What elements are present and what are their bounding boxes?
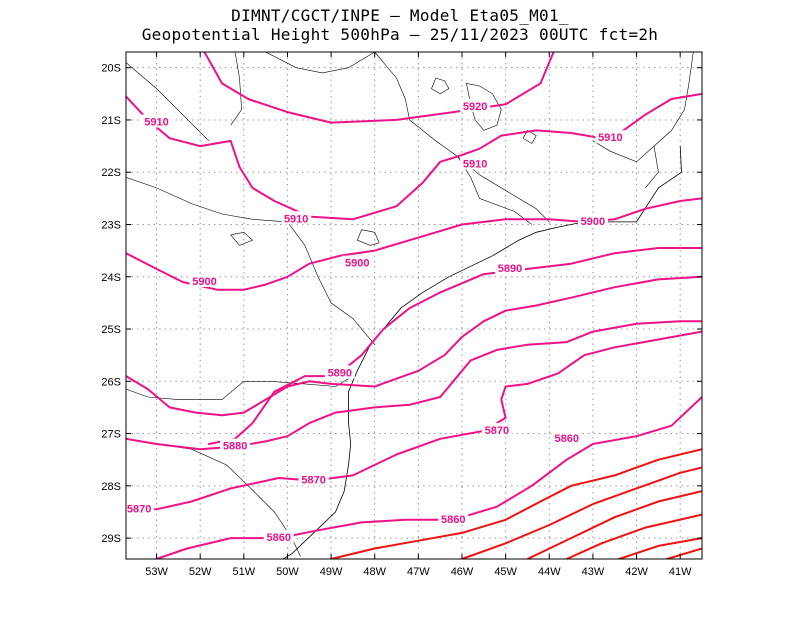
coastline — [282, 146, 682, 559]
contour-5920 — [203, 52, 555, 124]
coastline-path — [282, 146, 682, 559]
lon-tick-label: 50W — [276, 566, 299, 578]
contour-label: 5910 — [598, 132, 622, 144]
contour-label-bg — [460, 98, 491, 112]
contour-label: 5900 — [581, 216, 605, 228]
contour-5900 — [126, 197, 702, 291]
lon-tick-label: 52W — [189, 566, 212, 578]
title-line-1: DIMNT/CGCT/INPE – Model Eta05_M01_ — [231, 6, 569, 25]
contour-label-bg — [460, 156, 491, 170]
contour-label-bg — [342, 255, 373, 269]
state-border — [645, 146, 659, 189]
title-line-2: Geopotential Height 500hPa – 25/11/2023 … — [141, 25, 659, 44]
lat-tick-label: 26S — [101, 376, 121, 388]
state-borders — [126, 52, 694, 557]
contour-5800 — [666, 547, 702, 559]
lat-tick-label: 23S — [101, 219, 121, 231]
lon-tick-label: 42W — [625, 566, 648, 578]
lon-tick-label: 45W — [494, 566, 517, 578]
contour-label-bg — [281, 211, 312, 225]
state-border — [457, 156, 532, 225]
contour-label-bg — [595, 130, 626, 144]
contour-5870 — [126, 330, 702, 511]
contour-label: 5870 — [127, 503, 151, 515]
contour-label: 5860 — [441, 514, 465, 526]
contour-5810 — [618, 537, 702, 559]
lon-tick-label: 51W — [233, 566, 256, 578]
contour-label: 5910 — [284, 213, 308, 225]
contour-5850 — [330, 448, 702, 559]
contour-label-bg — [189, 273, 220, 287]
contour-label-bg — [438, 511, 469, 525]
lat-tick-label: 22S — [101, 167, 121, 179]
contour-label: 5880 — [223, 441, 247, 453]
contour-5860 — [155, 396, 702, 559]
contour-label-bg — [263, 530, 294, 544]
contour-label: 5870 — [485, 425, 509, 437]
contour-label: 5900 — [345, 258, 369, 270]
contour-5840 — [461, 466, 702, 559]
state-border — [374, 52, 550, 223]
lat-tick-label: 20S — [101, 63, 121, 75]
lon-tick-label: 44W — [538, 566, 561, 578]
lon-tick-label: 49W — [320, 566, 343, 578]
axis-ticks: 20S 21S 22S 23S 24S 25S 26S 27S 28S 29S 53W 52W 51W 5… — [101, 52, 702, 578]
lat-tick-label: 29S — [101, 533, 121, 545]
lake-outline — [522, 129, 537, 144]
contour-label-bg — [481, 422, 512, 436]
state-border — [126, 62, 210, 142]
contour-5830 — [526, 490, 702, 559]
contour-label-bg — [551, 430, 582, 444]
contour-label: 5900 — [192, 276, 216, 288]
contour-5880 — [126, 320, 702, 451]
contour-label: 5860 — [266, 532, 290, 544]
contour-label-bg — [577, 213, 608, 227]
lon-tick-label: 43W — [582, 566, 605, 578]
map-features: 5920 5910 5910 5910 5910 5900 5900 5900 5890 5890… — [126, 52, 702, 559]
lat-tick-label: 27S — [101, 429, 121, 441]
lat-tick-label: 28S — [101, 481, 121, 493]
lon-tick-label: 53W — [145, 566, 168, 578]
state-border — [265, 52, 375, 74]
contour-label-bg — [298, 472, 329, 486]
contour-label-bg — [324, 365, 355, 379]
contour-label-bg — [495, 260, 525, 274]
contour-label: 5920 — [463, 101, 487, 113]
contour-5880 — [126, 275, 702, 417]
lake-outline — [431, 77, 450, 95]
lat-tick-label: 21S — [101, 115, 121, 127]
lon-tick-label: 48W — [363, 566, 386, 578]
state-border — [126, 177, 375, 345]
lon-tick-label: 46W — [451, 566, 474, 578]
plot-frame — [125, 51, 703, 560]
contour-label-bg — [141, 114, 172, 128]
contours — [126, 52, 702, 559]
lake-outline — [230, 231, 254, 246]
contour-5820 — [565, 513, 702, 559]
lat-tick-label: 24S — [101, 272, 121, 284]
contour-5910 — [126, 92, 702, 221]
contour-label: 5860 — [554, 433, 578, 445]
contour-label: 5890 — [328, 367, 352, 379]
contour-label: 5870 — [301, 475, 325, 487]
contour-label: 5910 — [144, 117, 168, 129]
lat-tick-label: 25S — [101, 324, 121, 336]
contour-label: 5890 — [498, 263, 522, 275]
lon-tick-label: 47W — [407, 566, 430, 578]
state-border — [592, 52, 694, 163]
contour-label: 5910 — [463, 158, 487, 170]
lake-outline — [356, 229, 380, 246]
lon-tick-label: 41W — [669, 566, 692, 578]
contour-5890 — [207, 247, 702, 445]
contour-labels: 5920 5910 5910 5910 5910 5900 5900 5900 5890 5890… — [126, 98, 626, 544]
contour-label-bg — [126, 501, 155, 515]
contour-label-bg — [220, 438, 251, 452]
